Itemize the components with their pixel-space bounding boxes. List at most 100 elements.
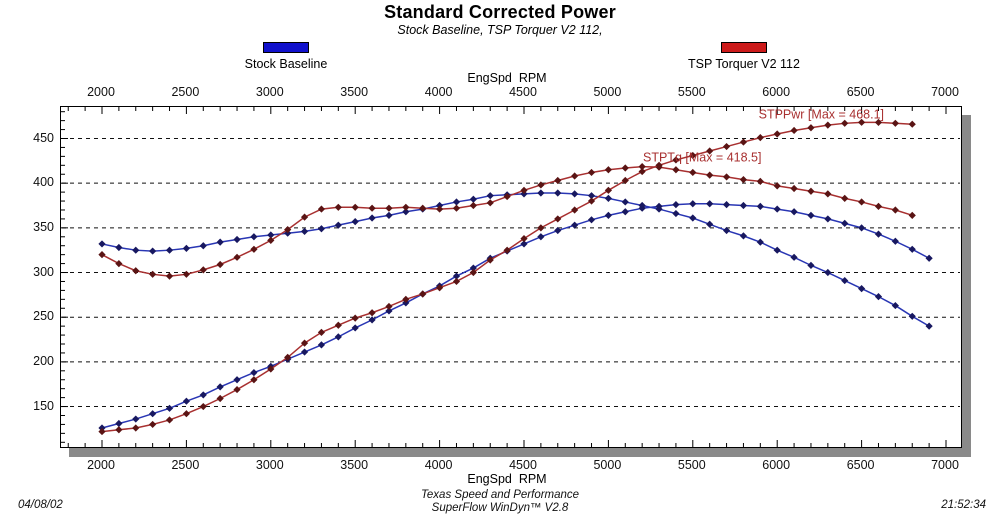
- data-point-marker: [655, 202, 663, 211]
- data-point-marker: [503, 246, 511, 254]
- data-point-marker: [554, 189, 562, 197]
- max-annotation: STPPwr [Max = 468.1]: [759, 107, 884, 121]
- data-point-marker: [300, 348, 309, 356]
- data-point-marker: [402, 203, 410, 211]
- legend-item-tsp-torquer: TSP Torquer V2 112: [664, 42, 824, 71]
- data-point-marker: [132, 424, 140, 432]
- data-point-marker: [587, 168, 596, 177]
- data-point-marker: [317, 328, 326, 336]
- data-point-marker: [520, 240, 528, 248]
- data-point-marker: [149, 270, 157, 278]
- x-axis-title-top: EngSpd RPM: [467, 71, 547, 85]
- data-point-marker: [98, 251, 106, 259]
- data-point-marker: [756, 238, 764, 246]
- data-point-marker: [722, 142, 731, 151]
- data-point-marker: [537, 224, 545, 232]
- data-point-marker: [824, 268, 832, 277]
- y-tick-label: 450: [33, 130, 54, 145]
- page-title: Standard Corrected Power: [384, 2, 616, 22]
- data-point-marker: [419, 204, 427, 212]
- x-tick-label: 3500: [340, 458, 369, 472]
- data-point-marker: [908, 211, 916, 219]
- x-tick-label: 7000: [931, 85, 959, 99]
- data-point-marker: [469, 195, 477, 203]
- x-tick-label: 5500: [677, 85, 706, 99]
- data-point-marker: [891, 301, 899, 310]
- data-point-marker: [385, 204, 393, 212]
- data-point-marker: [486, 199, 494, 207]
- data-point-marker: [756, 177, 764, 185]
- x-tick-label: 2500: [171, 85, 200, 99]
- data-point-marker: [199, 391, 207, 399]
- y-tick-label: 150: [33, 398, 54, 413]
- data-point-marker: [149, 247, 157, 255]
- y-tick-label: 200: [33, 353, 54, 368]
- data-point-marker: [486, 192, 494, 200]
- data-point-marker: [368, 204, 376, 212]
- data-point-marker: [621, 176, 629, 185]
- data-point-marker: [469, 201, 477, 210]
- data-point-marker: [452, 198, 461, 206]
- data-point-marker: [334, 333, 342, 341]
- data-point-marker: [672, 156, 680, 164]
- data-point-marker: [841, 276, 849, 285]
- data-point-marker: [722, 201, 731, 209]
- data-point-marker: [385, 302, 393, 311]
- data-point-marker: [115, 426, 123, 434]
- data-point-marker: [874, 293, 883, 301]
- data-point-marker: [841, 219, 849, 227]
- data-point-marker: [807, 187, 815, 195]
- data-point-marker: [216, 260, 224, 269]
- data-point-marker: [300, 227, 309, 236]
- data-point-marker: [604, 194, 612, 202]
- x-tick-label: 4000: [424, 458, 453, 472]
- data-point-marker: [368, 316, 376, 324]
- data-point-marker: [621, 198, 629, 206]
- data-point-marker: [149, 420, 157, 429]
- legend-label: Stock Baseline: [244, 57, 328, 71]
- data-point-marker: [300, 339, 309, 347]
- data-point-marker: [351, 203, 359, 211]
- data-point-marker: [891, 206, 899, 214]
- data-point-marker: [233, 253, 241, 261]
- x-tick-label: 5000: [593, 85, 622, 99]
- data-point-marker: [385, 211, 393, 219]
- data-point-marker: [436, 205, 444, 213]
- data-point-marker: [98, 427, 106, 436]
- data-point-marker: [874, 230, 883, 238]
- data-point-marker: [706, 200, 714, 208]
- data-point-marker: [672, 209, 680, 218]
- dyno-curves-svg: STPPwr [Max = 468.1] STPTq [Max = 418.5]: [61, 107, 960, 447]
- data-point-marker: [132, 267, 140, 275]
- data-point-marker: [638, 163, 646, 171]
- data-point-marker: [925, 322, 933, 330]
- data-point-marker: [233, 376, 241, 384]
- data-point-marker: [621, 208, 629, 216]
- y-tick-label: 400: [33, 175, 54, 190]
- x-axis-title-bottom: EngSpd RPM: [467, 472, 547, 486]
- x-tick-label: 2000: [87, 85, 115, 99]
- data-point-marker: [773, 182, 781, 190]
- data-point-marker: [571, 221, 579, 229]
- data-point-marker: [571, 190, 579, 198]
- footer-time: 21:52:34: [941, 499, 986, 511]
- data-point-marker: [554, 215, 562, 223]
- data-point-marker: [807, 211, 815, 219]
- y-tick-label: 350: [33, 219, 54, 234]
- data-point-marker: [858, 285, 866, 293]
- x-tick-label: 4500: [509, 458, 537, 472]
- data-point-marker: [756, 134, 764, 142]
- data-point-marker: [604, 211, 612, 219]
- data-point-marker: [689, 200, 697, 208]
- data-point-marker: [790, 126, 798, 135]
- data-point-marker: [537, 189, 545, 197]
- data-point-marker: [773, 246, 781, 254]
- data-point-marker: [452, 204, 461, 212]
- x-tick-label: 5500: [677, 458, 706, 472]
- data-point-marker: [722, 173, 731, 181]
- data-point-marker: [351, 314, 359, 322]
- x-tick-label: 2000: [87, 458, 115, 472]
- data-point-marker: [115, 243, 123, 252]
- y-tick-label: 300: [33, 264, 54, 279]
- data-point-marker: [621, 164, 629, 172]
